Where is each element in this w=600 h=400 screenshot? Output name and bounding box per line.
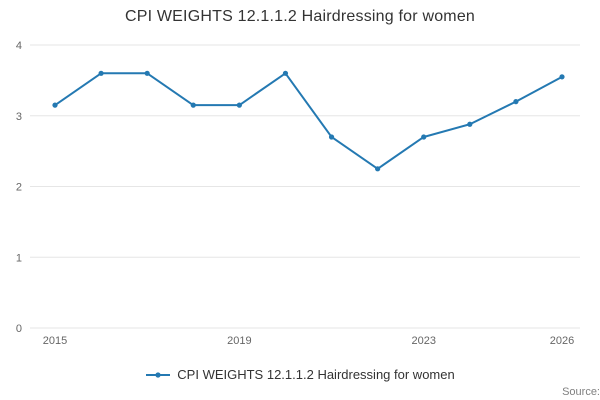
x-axis-tick-label: 2019	[227, 335, 251, 347]
data-point-marker	[144, 70, 150, 76]
x-axis-tick-label: 2015	[43, 335, 67, 347]
data-point-marker	[328, 134, 335, 140]
series-line	[54, 72, 563, 170]
data-point-marker	[190, 102, 196, 108]
data-point-marker	[421, 134, 427, 140]
chart-title: CPI WEIGHTS 12.1.1.2 Hairdressing for wo…	[124, 8, 476, 25]
y-axis-tick-label: 1	[16, 252, 22, 264]
x-axis-tick-label: 2026	[550, 335, 574, 347]
legend-line-marker-icon	[146, 371, 171, 378]
data-point-marker	[375, 166, 381, 172]
legend-item[interactable]: CPI WEIGHTS 12.1.1.2 Hairdressing for wo…	[145, 367, 455, 382]
y-axis-tick-label: 4	[16, 40, 22, 52]
source-note: Source:	[562, 386, 600, 398]
data-point-marker	[52, 102, 58, 108]
y-axis-tick-label: 3	[16, 111, 22, 123]
legend-label: CPI WEIGHTS 12.1.1.2 Hairdressing for wo…	[177, 367, 455, 382]
data-point-marker	[513, 99, 519, 105]
legend: CPI WEIGHTS 12.1.1.2 Hairdressing for wo…	[0, 367, 600, 382]
y-axis-tick-label: 2	[16, 182, 22, 194]
data-point-marker	[98, 70, 104, 76]
y-axis-tick-label: 0	[16, 323, 22, 335]
data-point-marker	[559, 74, 565, 80]
x-axis-tick-label: 2023	[411, 335, 435, 347]
data-point-marker	[467, 121, 473, 127]
data-point-marker	[282, 70, 289, 76]
data-point-marker	[236, 102, 242, 108]
